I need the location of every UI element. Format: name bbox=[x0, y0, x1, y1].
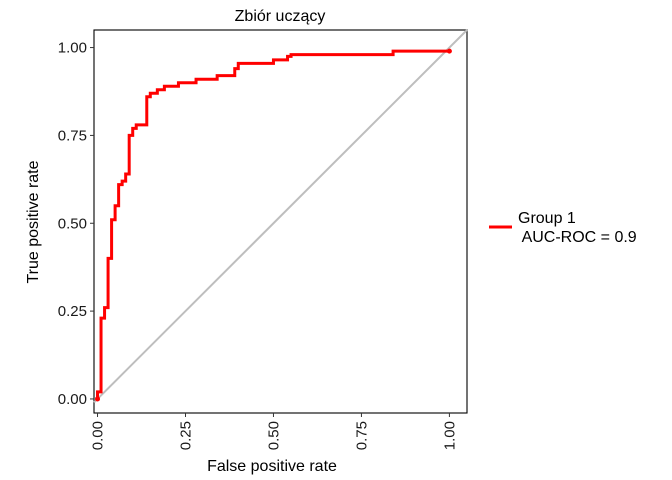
x-tick-label: 1.00 bbox=[441, 421, 458, 450]
x-tick-label: 0.50 bbox=[265, 421, 282, 450]
legend: Group 1 AUC-ROC = 0.9 bbox=[489, 210, 637, 246]
y-tick-label: 0.75 bbox=[58, 127, 87, 144]
y-axis-title: True positive rate bbox=[25, 160, 42, 283]
x-axis-title: False positive rate bbox=[207, 458, 337, 475]
legend-label-series-1: Group 1 AUC-ROC = 0.9 bbox=[518, 210, 637, 246]
chart-title: Zbiór uczący bbox=[235, 8, 326, 25]
x-tick-label: 0.00 bbox=[90, 421, 107, 450]
x-tick-label: 0.75 bbox=[353, 421, 370, 450]
y-tick-label: 0.50 bbox=[58, 215, 87, 232]
roc-curve-series-1 bbox=[96, 49, 450, 399]
y-tick-label: 1.00 bbox=[58, 40, 87, 57]
x-axis: 0.00 0.25 0.50 0.75 1.00 bbox=[90, 413, 458, 450]
chance-diagonal bbox=[93, 29, 468, 404]
y-tick-label: 0.25 bbox=[58, 303, 87, 320]
plot-panel bbox=[93, 29, 468, 414]
y-tick-label: 0.00 bbox=[58, 391, 87, 408]
x-tick-label: 0.25 bbox=[177, 421, 194, 450]
roc-endpoint-marker bbox=[446, 48, 452, 54]
roc-endpoint-marker bbox=[95, 396, 101, 402]
y-axis: 0.00 0.25 0.50 0.75 1.00 bbox=[58, 40, 94, 408]
